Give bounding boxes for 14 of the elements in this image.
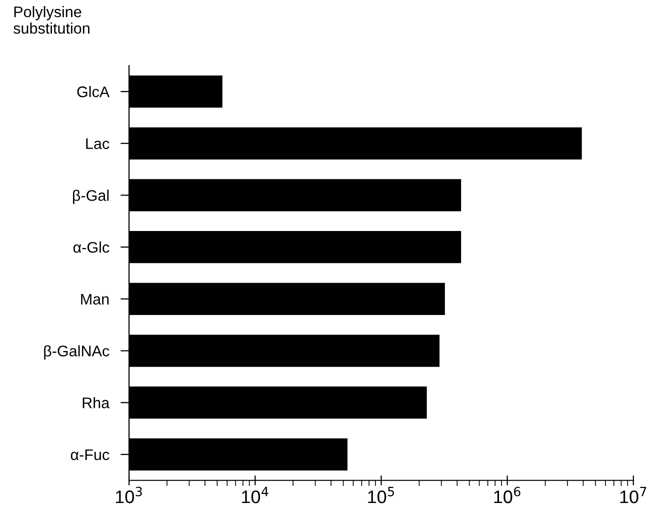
x-tick-label: 10$^{6}$ [494, 486, 520, 504]
x-tick-label: 10$^{4}$ [242, 486, 268, 504]
y-tick-label: α-Glc [73, 242, 110, 253]
y-tick-label: Rha [82, 397, 110, 408]
y-tick-label: Man [81, 294, 109, 305]
x-tick-label: 10$^{7}$ [620, 486, 646, 504]
y-tick-label: β-GalNAc [44, 345, 110, 360]
y-tick-label: GlcA [77, 86, 110, 98]
y-axis-title: Polylysine substitution [14, 6, 90, 34]
y-tick-label: α-Fuc [70, 449, 110, 460]
x-tick-label: 10$^{5}$ [368, 486, 394, 504]
y-tick-label: Lac [86, 138, 110, 150]
x-tick-label: 10$^{3}$ [116, 486, 142, 504]
y-tick-label: β-Gal [73, 190, 109, 204]
